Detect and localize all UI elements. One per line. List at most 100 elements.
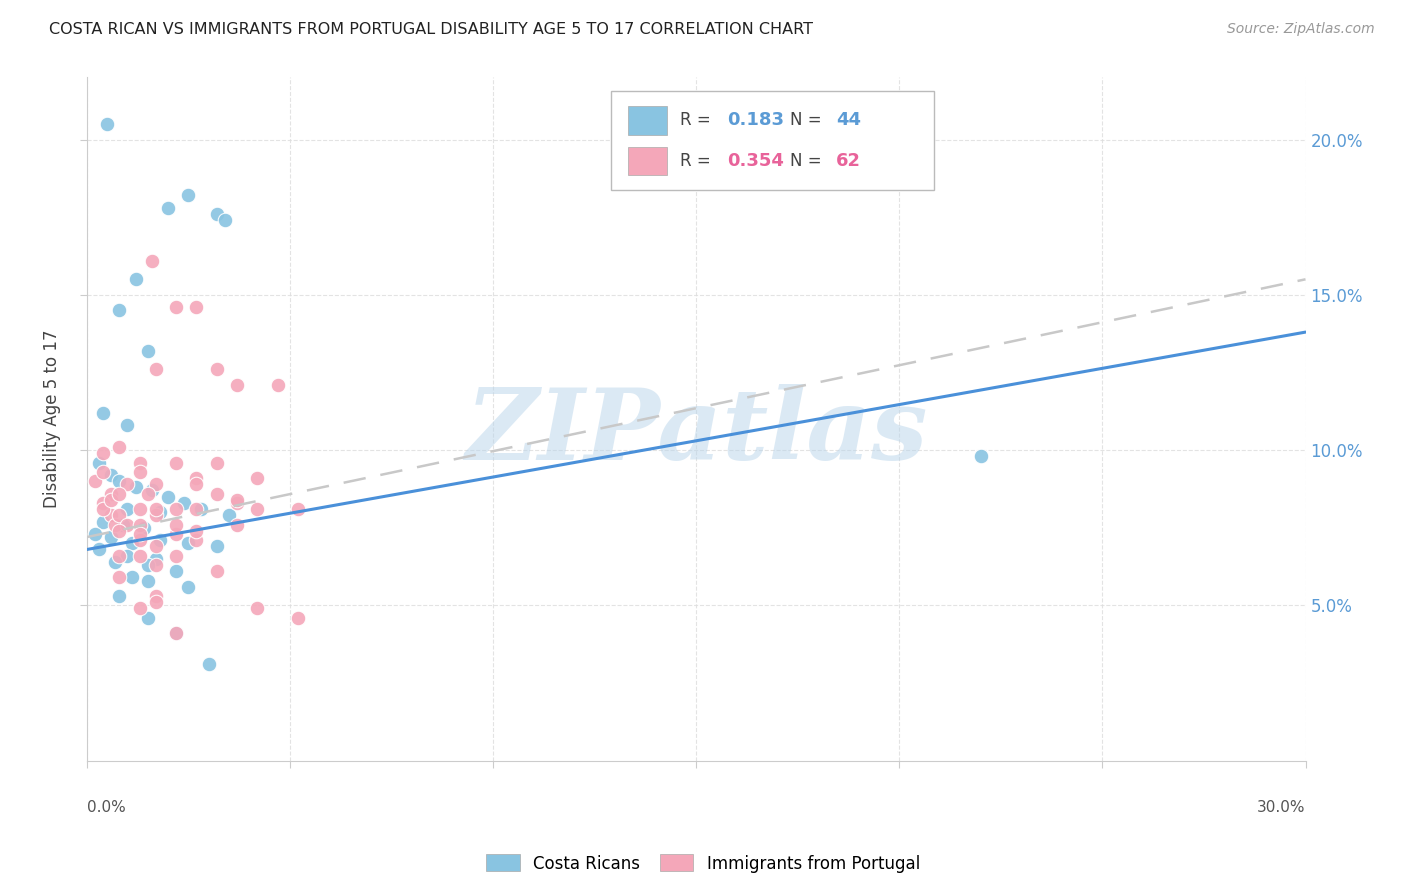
Text: R =: R = <box>681 112 716 129</box>
Point <box>108 486 131 500</box>
Point <box>128 465 150 479</box>
Text: 0.0%: 0.0% <box>87 799 125 814</box>
Point <box>91 502 114 516</box>
Point <box>145 362 167 376</box>
Point <box>91 406 114 420</box>
Point <box>84 474 107 488</box>
Point <box>108 589 131 603</box>
Point <box>136 611 159 625</box>
Point <box>214 213 236 227</box>
Point <box>100 530 122 544</box>
Point <box>226 492 249 507</box>
Text: 0.183: 0.183 <box>727 112 783 129</box>
Point <box>226 496 249 510</box>
Point <box>108 570 131 584</box>
Point <box>84 527 107 541</box>
Point <box>100 508 122 523</box>
Point <box>100 492 122 507</box>
Point <box>165 549 187 563</box>
Point <box>121 536 143 550</box>
Point <box>128 502 150 516</box>
Y-axis label: Disability Age 5 to 17: Disability Age 5 to 17 <box>44 330 60 508</box>
Point <box>104 555 127 569</box>
Point <box>124 480 146 494</box>
Point <box>145 540 167 554</box>
Point <box>91 446 114 460</box>
Point <box>145 502 167 516</box>
Point <box>108 303 131 318</box>
Point <box>287 502 309 516</box>
Point <box>165 626 187 640</box>
Point <box>267 377 290 392</box>
Point <box>186 300 208 314</box>
Point <box>145 508 167 523</box>
Text: 30.0%: 30.0% <box>1257 799 1306 814</box>
Point <box>246 471 269 485</box>
FancyBboxPatch shape <box>610 91 934 190</box>
Text: COSTA RICAN VS IMMIGRANTS FROM PORTUGAL DISABILITY AGE 5 TO 17 CORRELATION CHART: COSTA RICAN VS IMMIGRANTS FROM PORTUGAL … <box>49 22 813 37</box>
Point <box>117 549 139 563</box>
Point <box>186 533 208 548</box>
Point <box>218 508 240 523</box>
Point <box>128 456 150 470</box>
Point <box>145 558 167 572</box>
Point <box>128 517 150 532</box>
Point <box>100 486 122 500</box>
Point <box>205 362 228 376</box>
Point <box>91 515 114 529</box>
Point <box>205 564 228 578</box>
Point <box>145 477 167 491</box>
Point <box>177 580 200 594</box>
Point <box>205 456 228 470</box>
Point <box>145 589 167 603</box>
Point <box>96 117 118 131</box>
Point <box>141 483 163 498</box>
Point <box>226 377 249 392</box>
Point <box>87 456 110 470</box>
Point <box>246 601 269 615</box>
Legend: Costa Ricans, Immigrants from Portugal: Costa Ricans, Immigrants from Portugal <box>479 847 927 880</box>
Point <box>100 467 122 482</box>
Point <box>141 253 163 268</box>
Point <box>128 533 150 548</box>
Point <box>165 456 187 470</box>
Point <box>165 502 187 516</box>
Point <box>190 502 212 516</box>
Point <box>108 524 131 538</box>
Point <box>136 343 159 358</box>
Text: R =: R = <box>681 152 716 170</box>
Point <box>969 450 991 464</box>
Point <box>128 527 150 541</box>
Point <box>145 551 167 566</box>
Point <box>117 517 139 532</box>
Point <box>108 508 131 523</box>
Point <box>121 570 143 584</box>
Point <box>128 549 150 563</box>
Text: Source: ZipAtlas.com: Source: ZipAtlas.com <box>1227 22 1375 37</box>
Point <box>108 474 131 488</box>
Point <box>117 502 139 516</box>
Point <box>149 505 172 519</box>
Point <box>186 502 208 516</box>
Point <box>132 521 155 535</box>
Point <box>91 465 114 479</box>
Point <box>149 533 172 548</box>
Point <box>157 490 180 504</box>
FancyBboxPatch shape <box>628 106 666 135</box>
Point <box>104 517 127 532</box>
Text: 0.354: 0.354 <box>727 152 783 170</box>
Point <box>186 477 208 491</box>
FancyBboxPatch shape <box>628 146 666 176</box>
Point <box>246 502 269 516</box>
Point <box>186 471 208 485</box>
Point <box>197 657 219 672</box>
Point <box>112 517 135 532</box>
Point <box>186 524 208 538</box>
Text: 44: 44 <box>837 112 862 129</box>
Point <box>173 496 195 510</box>
Point <box>128 601 150 615</box>
Text: 62: 62 <box>837 152 862 170</box>
Point <box>165 564 187 578</box>
Point <box>108 549 131 563</box>
Point <box>145 595 167 609</box>
